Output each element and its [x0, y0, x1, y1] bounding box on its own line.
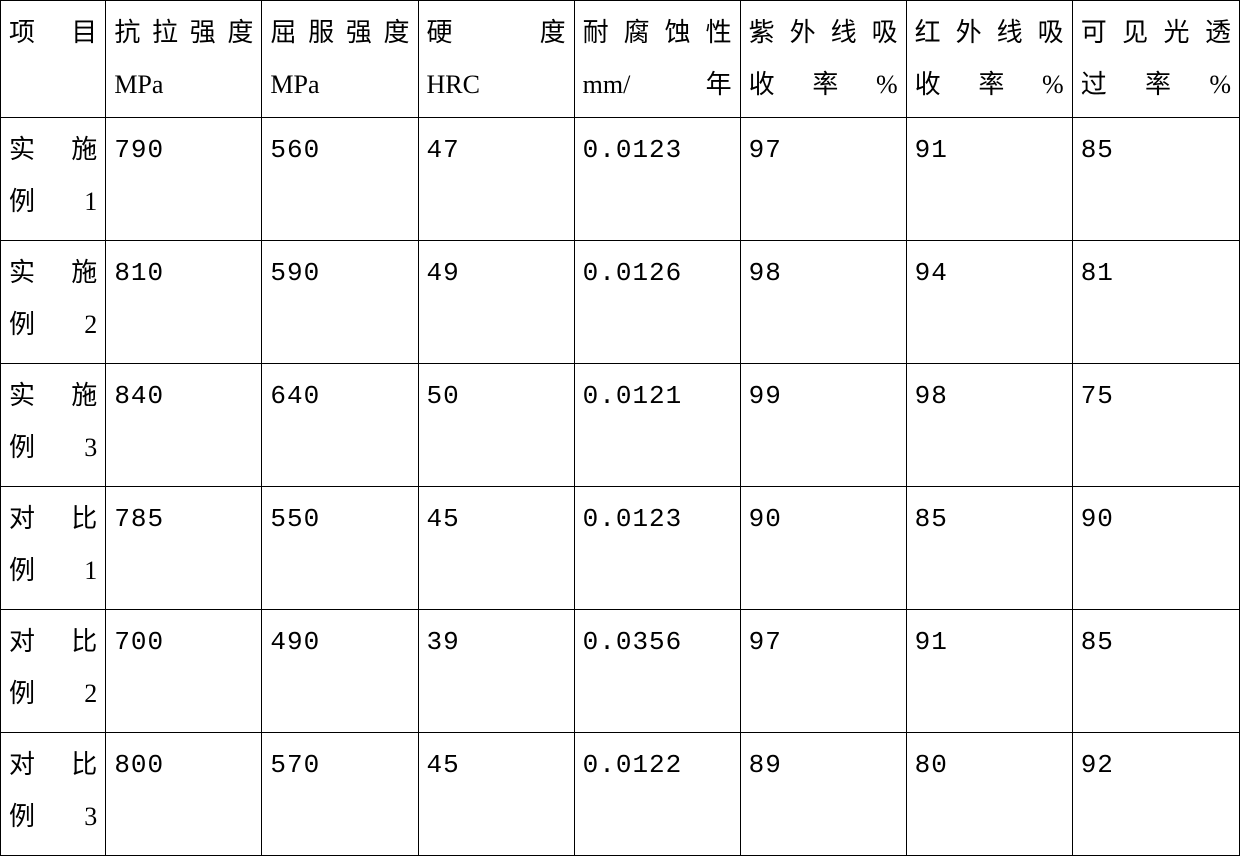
cell-value: 45	[418, 733, 574, 856]
header-line2: MPa	[114, 59, 253, 111]
header-line1: 项目	[9, 7, 97, 59]
cell-value: 570	[262, 733, 418, 856]
table-row: 对比例 1785550450.0123908590	[1, 487, 1240, 610]
cell-value: 490	[262, 610, 418, 733]
cell-value: 85	[906, 487, 1072, 610]
cell-value: 85	[1072, 118, 1239, 241]
cell-value: 560	[262, 118, 418, 241]
cell-value: 99	[740, 364, 906, 487]
header-line1: 红外线吸	[915, 7, 1064, 59]
header-line1: 可见光透	[1081, 7, 1231, 59]
column-header-hardness: 硬度HRC	[418, 1, 574, 118]
cell-value: 800	[106, 733, 262, 856]
table-row: 对比例 3800570450.0122898092	[1, 733, 1240, 856]
row-label-line2: 例 2	[9, 299, 97, 351]
row-label: 对比例 2	[1, 610, 106, 733]
row-label-line2: 例 3	[9, 422, 97, 474]
cell-value: 98	[740, 241, 906, 364]
cell-value: 97	[740, 118, 906, 241]
table-row: 实施例 3840640500.0121999875	[1, 364, 1240, 487]
cell-value: 90	[1072, 487, 1239, 610]
materials-properties-table: 项目抗拉强度MPa屈服强度MPa硬度HRC耐腐蚀性mm/年紫外线吸收率%红外线吸…	[0, 0, 1240, 841]
row-label-line1: 对比	[9, 616, 97, 668]
row-label: 实施例 1	[1, 118, 106, 241]
table-row: 对比例 2700490390.0356979185	[1, 610, 1240, 733]
header-line2: HRC	[427, 59, 566, 111]
row-label: 实施例 3	[1, 364, 106, 487]
cell-value: 550	[262, 487, 418, 610]
cell-value: 0.0123	[574, 487, 740, 610]
cell-value: 81	[1072, 241, 1239, 364]
cell-value: 90	[740, 487, 906, 610]
row-label-line1: 实施	[9, 247, 97, 299]
cell-value: 590	[262, 241, 418, 364]
column-header-project: 项目	[1, 1, 106, 118]
cell-value: 0.0122	[574, 733, 740, 856]
cell-value: 39	[418, 610, 574, 733]
table-row: 实施例 2810590490.0126989481	[1, 241, 1240, 364]
row-label-line2: 例 1	[9, 545, 97, 597]
column-header-corrosion: 耐腐蚀性mm/年	[574, 1, 740, 118]
row-label: 对比例 3	[1, 733, 106, 856]
cell-value: 45	[418, 487, 574, 610]
row-label-line2: 例 3	[9, 791, 97, 843]
data-table: 项目抗拉强度MPa屈服强度MPa硬度HRC耐腐蚀性mm/年紫外线吸收率%红外线吸…	[0, 0, 1240, 856]
row-label: 实施例 2	[1, 241, 106, 364]
cell-value: 49	[418, 241, 574, 364]
cell-value: 91	[906, 118, 1072, 241]
cell-value: 810	[106, 241, 262, 364]
cell-value: 80	[906, 733, 1072, 856]
cell-value: 98	[906, 364, 1072, 487]
cell-value: 640	[262, 364, 418, 487]
cell-value: 840	[106, 364, 262, 487]
header-line2: 收率%	[749, 59, 898, 111]
cell-value: 47	[418, 118, 574, 241]
cell-value: 785	[106, 487, 262, 610]
row-label-line2: 例 1	[9, 176, 97, 228]
column-header-uv_absorb: 紫外线吸收率%	[740, 1, 906, 118]
header-line2: 过率%	[1081, 59, 1231, 111]
cell-value: 75	[1072, 364, 1239, 487]
row-label-line1: 对比	[9, 493, 97, 545]
cell-value: 94	[906, 241, 1072, 364]
header-line2: MPa	[270, 59, 409, 111]
header-line1: 耐腐蚀性	[583, 7, 732, 59]
header-line1: 紫外线吸	[749, 7, 898, 59]
header-line2: 收率%	[915, 59, 1064, 111]
header-line1: 硬度	[427, 7, 566, 59]
column-header-yield_strength: 屈服强度MPa	[262, 1, 418, 118]
header-line2: mm/年	[583, 59, 732, 111]
cell-value: 92	[1072, 733, 1239, 856]
column-header-tensile_strength: 抗拉强度MPa	[106, 1, 262, 118]
row-label-line2: 例 2	[9, 668, 97, 720]
column-header-visible_trans: 可见光透过率%	[1072, 1, 1239, 118]
cell-value: 0.0121	[574, 364, 740, 487]
column-header-ir_absorb: 红外线吸收率%	[906, 1, 1072, 118]
row-label-line1: 实施	[9, 370, 97, 422]
header-line1: 屈服强度	[270, 7, 409, 59]
header-line1: 抗拉强度	[114, 7, 253, 59]
cell-value: 0.0126	[574, 241, 740, 364]
cell-value: 0.0123	[574, 118, 740, 241]
cell-value: 700	[106, 610, 262, 733]
cell-value: 50	[418, 364, 574, 487]
row-label-line1: 对比	[9, 739, 97, 791]
row-label-line1: 实施	[9, 124, 97, 176]
cell-value: 790	[106, 118, 262, 241]
cell-value: 89	[740, 733, 906, 856]
cell-value: 85	[1072, 610, 1239, 733]
row-label: 对比例 1	[1, 487, 106, 610]
cell-value: 0.0356	[574, 610, 740, 733]
table-row: 实施例 1790560470.0123979185	[1, 118, 1240, 241]
cell-value: 91	[906, 610, 1072, 733]
cell-value: 97	[740, 610, 906, 733]
